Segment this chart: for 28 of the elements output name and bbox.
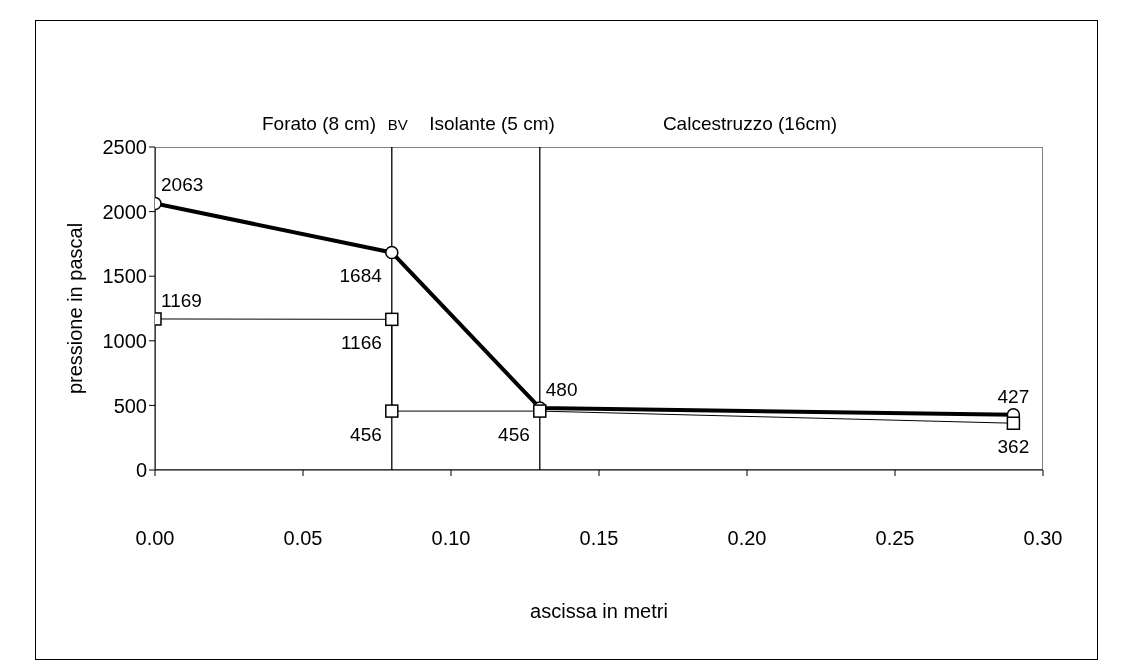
y-tick-label: 2500 — [102, 136, 147, 159]
y-tick-label: 1000 — [102, 329, 147, 352]
text: Calcestruzzo (16cm) — [661, 113, 839, 135]
text: Isolante (5 cm) — [429, 113, 555, 134]
data-label: 2063 — [161, 174, 204, 196]
text: Forato (8 cm) — [261, 113, 377, 134]
data-label: 362 — [997, 436, 1030, 458]
y-tick-label: 500 — [113, 394, 147, 417]
data-label: 1166 — [340, 332, 382, 354]
x-tick-label: 0.25 — [875, 527, 915, 550]
x-tick-label: 0.00 — [135, 527, 175, 550]
x-tick-label: 0.30 — [1023, 527, 1063, 550]
data-label: 1684 — [339, 265, 383, 287]
y-axis-title: pressione in pascal — [63, 221, 87, 396]
y-tick-label: 0 — [135, 459, 147, 482]
data-label: 427 — [997, 385, 1030, 407]
data-label: 456 — [498, 424, 530, 446]
data-label: 480 — [545, 378, 578, 400]
x-tick-label: 0.10 — [431, 527, 471, 550]
ref-line-label: BV — [387, 116, 408, 133]
x-tick-label: 0.05 — [283, 527, 323, 550]
x-axis-title: ascissa in metri — [529, 600, 669, 623]
y-tick-label: 2000 — [102, 200, 147, 223]
x-tick-label: 0.20 — [727, 527, 767, 550]
data-label: 456 — [350, 424, 382, 446]
data-label: 1169 — [161, 289, 202, 311]
y-tick-label: 1500 — [102, 265, 147, 288]
x-tick-label: 0.15 — [579, 527, 619, 550]
